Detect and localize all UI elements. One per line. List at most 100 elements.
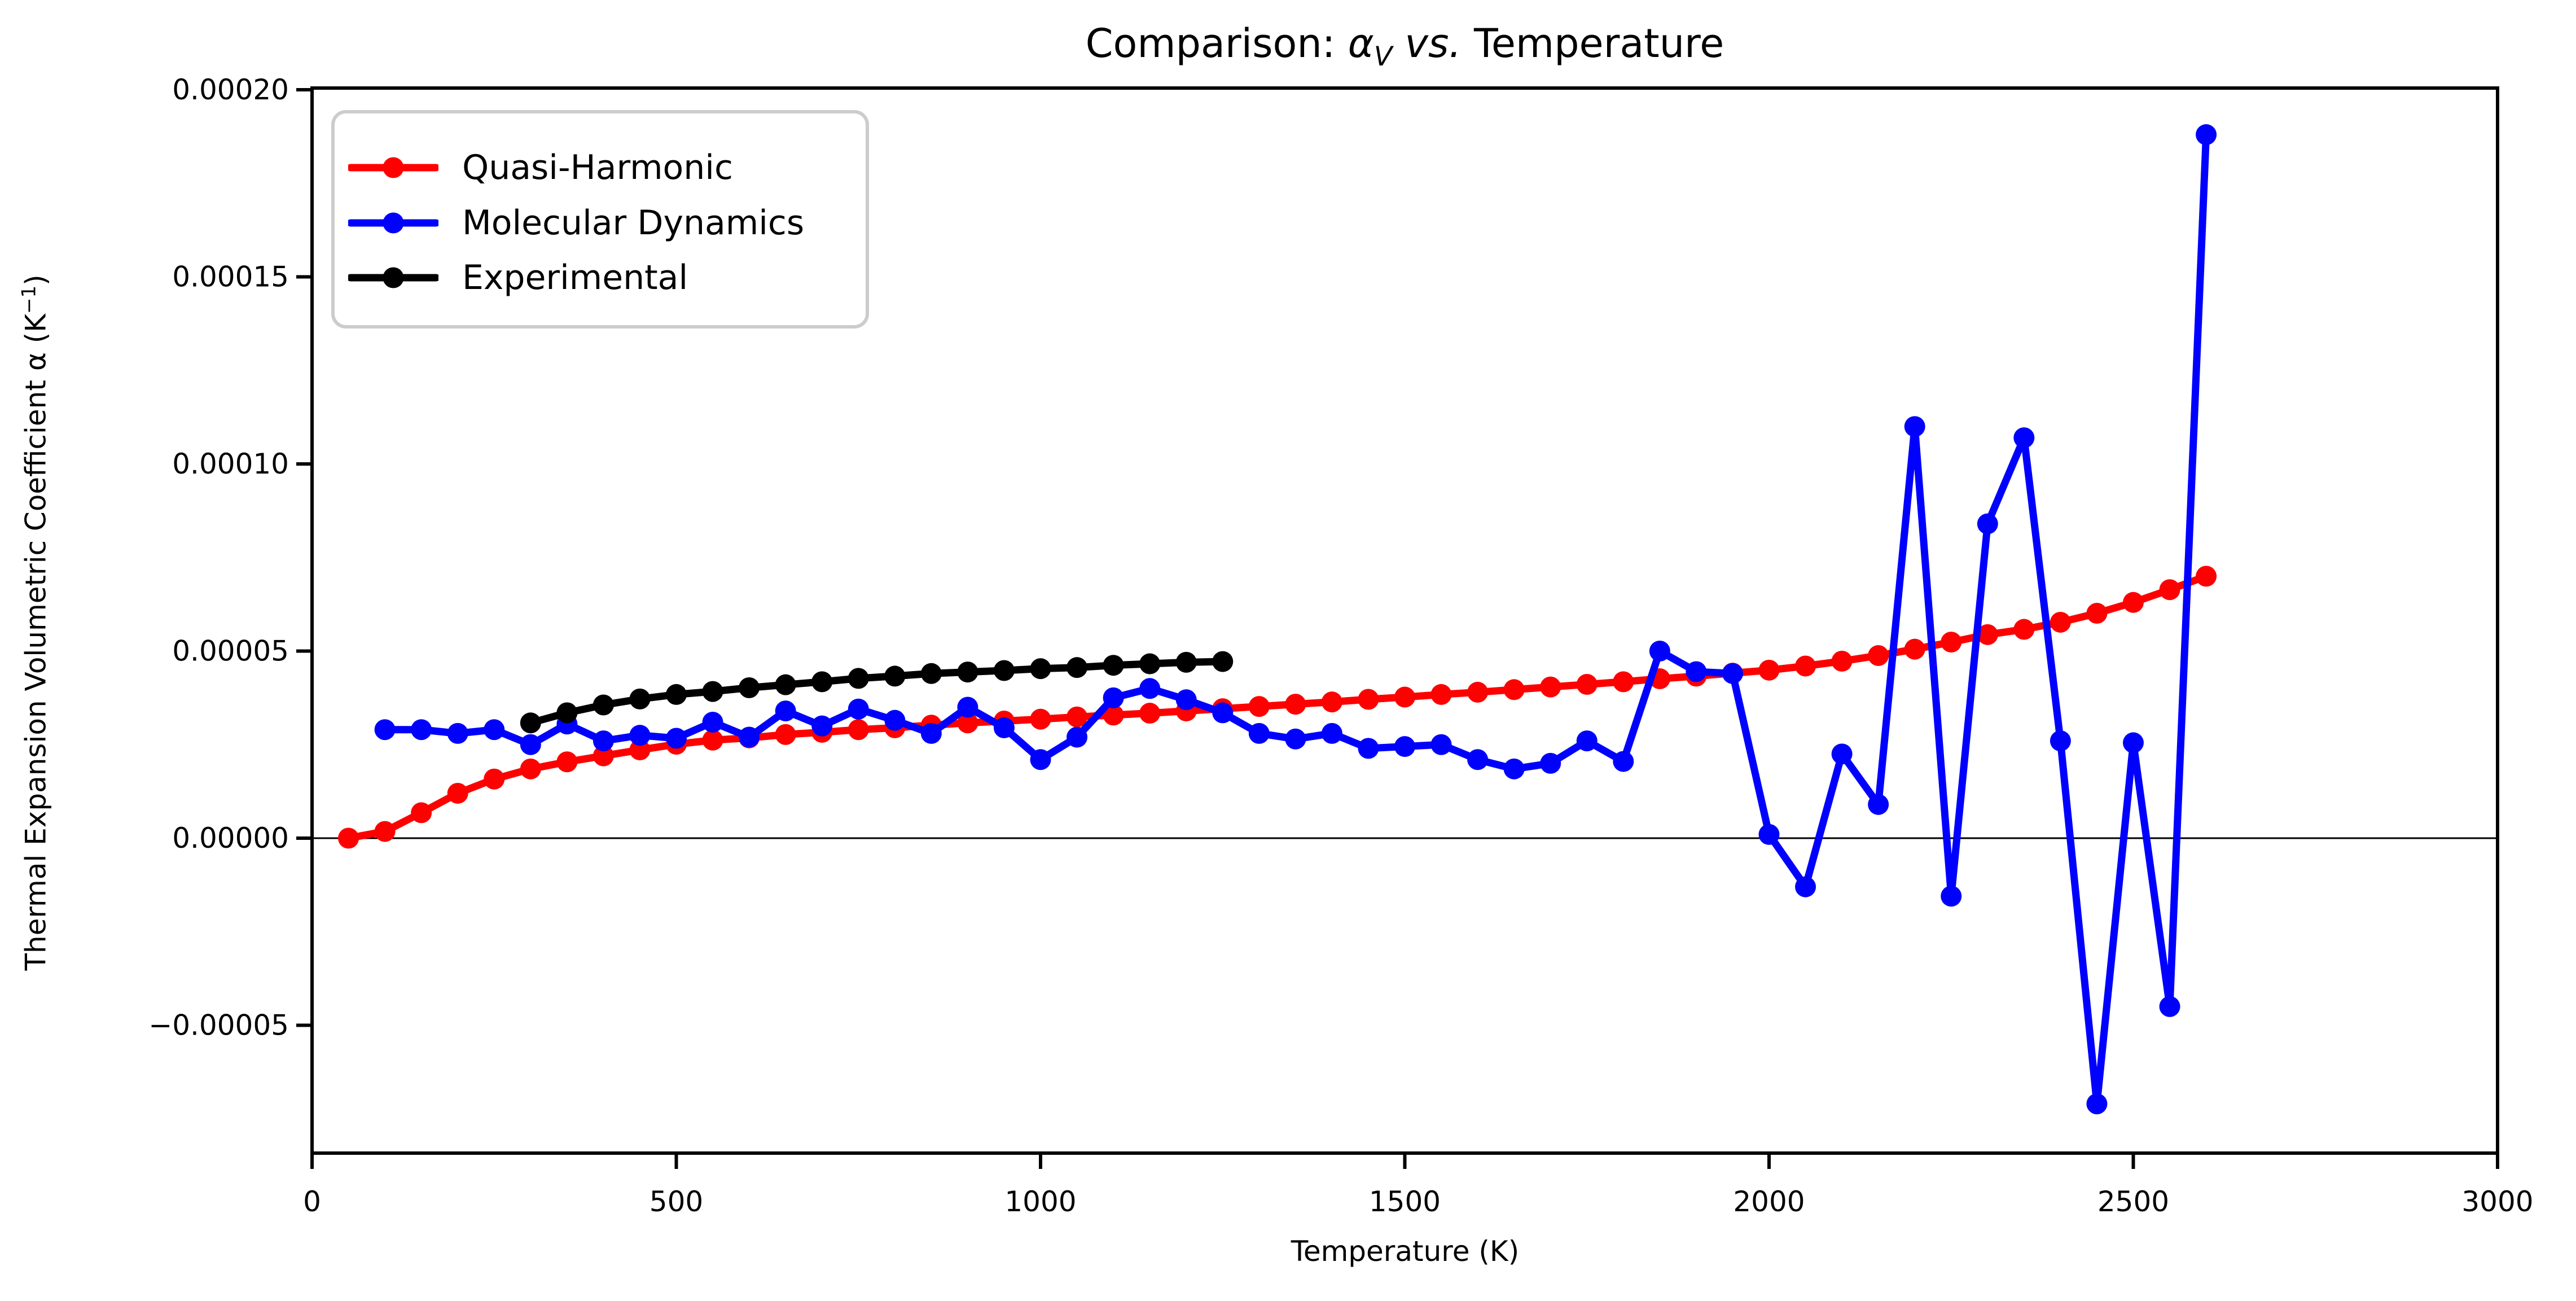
series-quasi-harmonic-marker (411, 802, 432, 823)
series-molecular-dynamics-marker (1941, 886, 1962, 907)
y-axis-label: Thermal Expansion Volumetric Coefficient… (18, 274, 52, 970)
series-quasi-harmonic-marker (2123, 592, 2144, 613)
series-quasi-harmonic-marker (1868, 645, 1889, 666)
series-molecular-dynamics-marker (1103, 687, 1124, 708)
series-quasi-harmonic-marker (1248, 696, 1270, 717)
series-molecular-dynamics-marker (957, 697, 978, 718)
series-quasi-harmonic-marker (1067, 706, 1088, 728)
series-quasi-harmonic-marker (2159, 579, 2180, 601)
series-molecular-dynamics-marker (1868, 794, 1889, 815)
legend-sample-quasi-harmonic (348, 157, 438, 178)
y-axis-label-close: ) (19, 274, 52, 286)
series-quasi-harmonic-marker (957, 712, 978, 734)
series-molecular-dynamics-marker (484, 719, 505, 741)
series-molecular-dynamics-marker (1248, 722, 1270, 744)
title-alpha-symbol: αV (1348, 20, 1393, 72)
series-experimental-marker (1030, 658, 1051, 680)
series-quasi-harmonic-marker (1139, 703, 1161, 724)
y-axis-label-exponent: −1 (17, 285, 41, 314)
y-tick-label: −0.00005 (148, 1009, 289, 1042)
series-molecular-dynamics-marker (993, 717, 1015, 738)
series-molecular-dynamics-marker (848, 698, 869, 720)
legend-label: Experimental (462, 258, 688, 297)
series-quasi-harmonic-marker (1831, 650, 1853, 672)
series-molecular-dynamics-marker (2050, 730, 2071, 752)
series-quasi-harmonic-marker (374, 821, 396, 842)
legend-label: Quasi-Harmonic (462, 148, 733, 187)
series-quasi-harmonic-marker (1285, 694, 1306, 715)
x-axis-label: Temperature (K) (1291, 1235, 1520, 1268)
series-molecular-dynamics-marker (411, 719, 432, 741)
legend-sample-molecular-dynamics (348, 212, 438, 234)
series-quasi-harmonic-marker (1503, 679, 1525, 700)
series-quasi-harmonic-marker (1103, 704, 1124, 726)
series-molecular-dynamics-marker (1686, 661, 1707, 682)
series-molecular-dynamics-marker (1576, 730, 1598, 752)
title-prefix: Comparison: (1085, 20, 1348, 67)
series-quasi-harmonic-marker (702, 729, 723, 751)
series-molecular-dynamics-marker (666, 728, 687, 749)
series-molecular-dynamics-marker (447, 722, 468, 744)
series-quasi-harmonic-marker (1904, 638, 1925, 660)
series-molecular-dynamics-marker (920, 722, 942, 744)
series-quasi-harmonic-marker (775, 724, 796, 745)
series-molecular-dynamics-marker (702, 711, 723, 733)
y-tick-label: 0.00020 (172, 73, 289, 106)
series-molecular-dynamics-marker (1067, 726, 1088, 748)
series-molecular-dynamics-marker (1394, 736, 1415, 757)
series-quasi-harmonic-marker (1576, 674, 1598, 695)
series-experimental-marker (593, 694, 614, 716)
series-experimental-marker (1212, 651, 1234, 672)
x-tick-label: 3000 (2461, 1185, 2533, 1218)
series-molecular-dynamics-marker (1467, 749, 1489, 770)
series-quasi-harmonic-marker (1795, 655, 1816, 677)
series-molecular-dynamics-marker (739, 726, 760, 748)
series-quasi-harmonic-marker (1321, 691, 1342, 713)
series-molecular-dynamics-marker (1175, 689, 1197, 711)
series-quasi-harmonic-marker (2013, 619, 2035, 640)
series-molecular-dynamics-marker (1358, 738, 1379, 759)
series-experimental-marker (775, 674, 796, 695)
series-quasi-harmonic-marker (1467, 681, 1489, 703)
series-molecular-dynamics-marker (1758, 823, 1780, 845)
series-quasi-harmonic-marker (2196, 566, 2217, 587)
series-molecular-dynamics-marker (1977, 513, 1998, 535)
x-tick-label: 2000 (1733, 1185, 1805, 1218)
series-quasi-harmonic-marker (1613, 671, 1634, 693)
series-molecular-dynamics-marker (2159, 996, 2180, 1017)
series-experimental-marker (1175, 651, 1197, 673)
y-tick-label: 0.00015 (172, 261, 289, 294)
series-molecular-dynamics-marker (1430, 734, 1452, 755)
x-tick-label: 1500 (1369, 1185, 1441, 1218)
series-molecular-dynamics-marker (884, 709, 906, 731)
series-quasi-harmonic-marker (1030, 708, 1051, 730)
x-tick-label: 1000 (1004, 1185, 1076, 1218)
series-quasi-harmonic-marker (2050, 611, 2071, 633)
series-experimental-marker (1067, 657, 1088, 678)
legend-sample-experimental (348, 267, 438, 288)
series-quasi-harmonic-marker (848, 719, 869, 741)
series-molecular-dynamics-marker (520, 734, 541, 755)
y-tick-label: 0.00000 (172, 822, 289, 855)
x-tick-label: 0 (303, 1185, 321, 1218)
series-molecular-dynamics-marker (775, 700, 796, 722)
series-experimental-marker (811, 671, 833, 693)
chart-title: Comparison: αV vs. Temperature (312, 20, 2498, 72)
series-experimental-marker (556, 702, 578, 724)
legend: Quasi-Harmonic Molecular Dynamics Experime… (331, 110, 869, 328)
y-axis-label-main: Thermal Expansion Volumetric Coefficient… (19, 313, 52, 971)
x-tick-label: 500 (650, 1185, 703, 1218)
series-molecular-dynamics-marker (374, 719, 396, 741)
series-quasi-harmonic-marker (1394, 686, 1415, 708)
series-quasi-harmonic-marker (1941, 632, 1962, 653)
series-experimental-marker (520, 712, 541, 734)
series-quasi-harmonic-marker (2086, 603, 2108, 624)
series-molecular-dynamics-marker (1795, 876, 1816, 897)
series-molecular-dynamics-marker (2086, 1093, 2108, 1115)
series-molecular-dynamics-marker (629, 725, 651, 746)
series-quasi-harmonic-marker (593, 745, 614, 766)
series-molecular-dynamics-marker (1831, 743, 1853, 765)
series-molecular-dynamics-marker (1649, 641, 1670, 662)
